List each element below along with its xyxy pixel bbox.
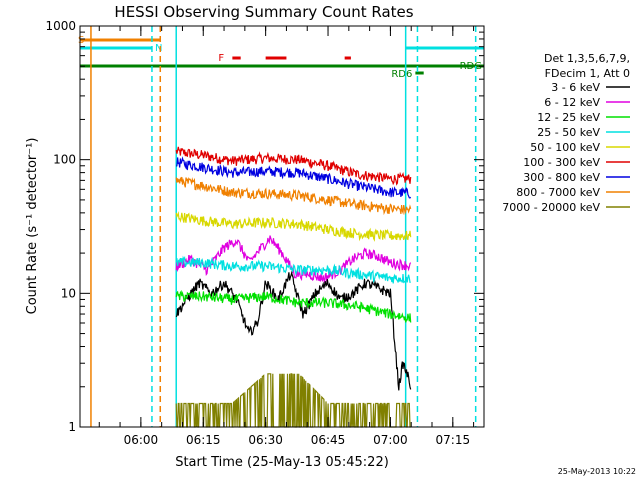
rd6-flag-label: RD6: [391, 69, 412, 80]
timestamp: 25-May-2013 10:22: [558, 467, 636, 476]
series-300-800-kev: [175, 156, 412, 199]
series-3-6-kev: [175, 270, 412, 391]
legend-label: 12 - 25 keV: [537, 111, 600, 124]
legend-label: 50 - 100 keV: [530, 141, 600, 154]
series-7000-20000-kev: [175, 373, 411, 428]
legend-label: 300 - 800 keV: [523, 171, 600, 184]
series-12-25-kev: [175, 290, 412, 323]
x-tick-label: 07:00: [373, 433, 408, 447]
legend-label: 800 - 7000 keV: [516, 186, 600, 199]
legend-header: FDecim 1, Att 0: [545, 67, 630, 80]
chart-title: HESSI Observing Summary Count Rates: [114, 3, 413, 21]
legend: Det 1,3,5,6,7,9, FDecim 1, Att 03 - 6 keV…: [502, 52, 630, 214]
y-axis: 1 10 100 1000: [45, 19, 484, 434]
x-tick-label: 06:15: [186, 433, 221, 447]
legend-label: 100 - 300 keV: [523, 156, 600, 169]
y-axis-label: Count Rate (s⁻¹ detector⁻¹): [25, 138, 40, 315]
flare-flag-label: F: [218, 53, 224, 64]
y-tick-label: 1000: [45, 19, 76, 33]
series-6-12-kev: [175, 235, 412, 283]
series-layer: [175, 146, 412, 428]
vertical-markers: [90, 26, 477, 427]
legend-label: 6 - 12 keV: [544, 96, 600, 109]
decimation-flag-label: RDG: [460, 61, 482, 72]
plot-frame: [79, 25, 485, 428]
legend-header: Det 1,3,5,6,7,9,: [544, 52, 630, 65]
x-axis-label: Start Time (25-May-13 05:45:22): [175, 455, 389, 470]
x-tick-label: 07:15: [436, 433, 471, 447]
series-100-300-kev: [175, 146, 412, 186]
saa-flag-label: S: [78, 35, 84, 46]
y-tick-label: 1: [68, 420, 76, 434]
legend-label: 3 - 6 keV: [551, 81, 600, 94]
series-25-50-kev: [175, 255, 411, 284]
x-tick-label: 06:00: [124, 433, 159, 447]
x-tick-label: 06:45: [311, 433, 346, 447]
legend-label: 25 - 50 keV: [537, 126, 600, 139]
y-tick-label: 100: [53, 153, 76, 167]
series-50-100-kev: [175, 211, 412, 242]
x-axis: 06:00 06:15 06:30 06:45 07:00 07:15: [98, 26, 475, 447]
night-flag-label: N: [155, 43, 162, 54]
series-800-7000-kev: [175, 176, 412, 216]
flags-layer: S N F RDG RD6: [78, 35, 484, 80]
legend-label: 7000 - 20000 keV: [502, 201, 600, 214]
y-tick-label: 10: [61, 286, 76, 300]
x-tick-label: 06:30: [248, 433, 283, 447]
